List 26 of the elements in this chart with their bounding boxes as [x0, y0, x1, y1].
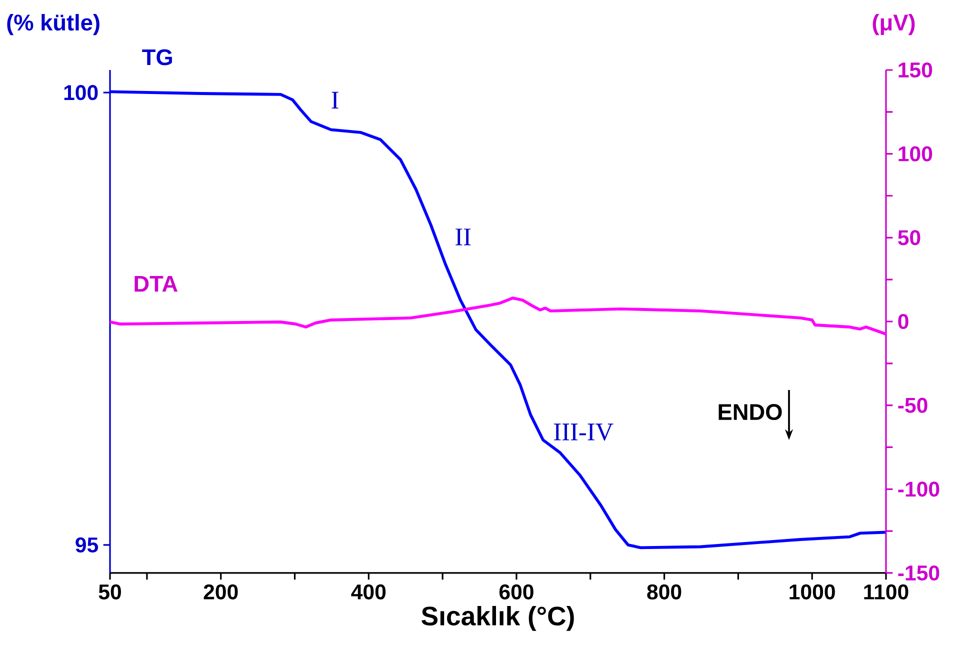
y-tick-label: 95: [76, 537, 98, 552]
x-tick-label: 200: [204, 584, 238, 600]
y2-tick-label: -150: [898, 565, 940, 581]
x-axis-title: Sıcaklık (°C): [422, 606, 574, 631]
y2-axis-title: (μV): [872, 14, 915, 36]
y2-tick-label: 50: [898, 230, 920, 246]
x-tick-label: 400: [351, 584, 386, 600]
series-label: TG: [142, 49, 172, 66]
y2-tick-label: -50: [898, 398, 928, 413]
y2-tick-label: -100: [898, 482, 940, 497]
line-series: [108, 90, 888, 550]
annotation: III-IV: [554, 424, 614, 441]
y2-tick-label: 150: [898, 62, 932, 78]
x-tick-label: 50: [98, 584, 121, 600]
x-tick-label: 1000: [790, 584, 835, 600]
y-axis-title: (% kütle): [7, 14, 100, 36]
x-tick-label: 800: [647, 584, 682, 600]
annotation: ENDO: [718, 404, 782, 420]
annotation: I: [332, 92, 338, 108]
y2-tick-label: 100: [898, 146, 932, 162]
line-series: [108, 296, 888, 336]
annotation: II: [456, 228, 471, 246]
x-tick-label: 600: [499, 584, 534, 600]
y2-tick-label: 0: [898, 314, 908, 330]
x-tick-label: 1100: [864, 584, 908, 600]
series-label: DTA: [134, 276, 178, 292]
